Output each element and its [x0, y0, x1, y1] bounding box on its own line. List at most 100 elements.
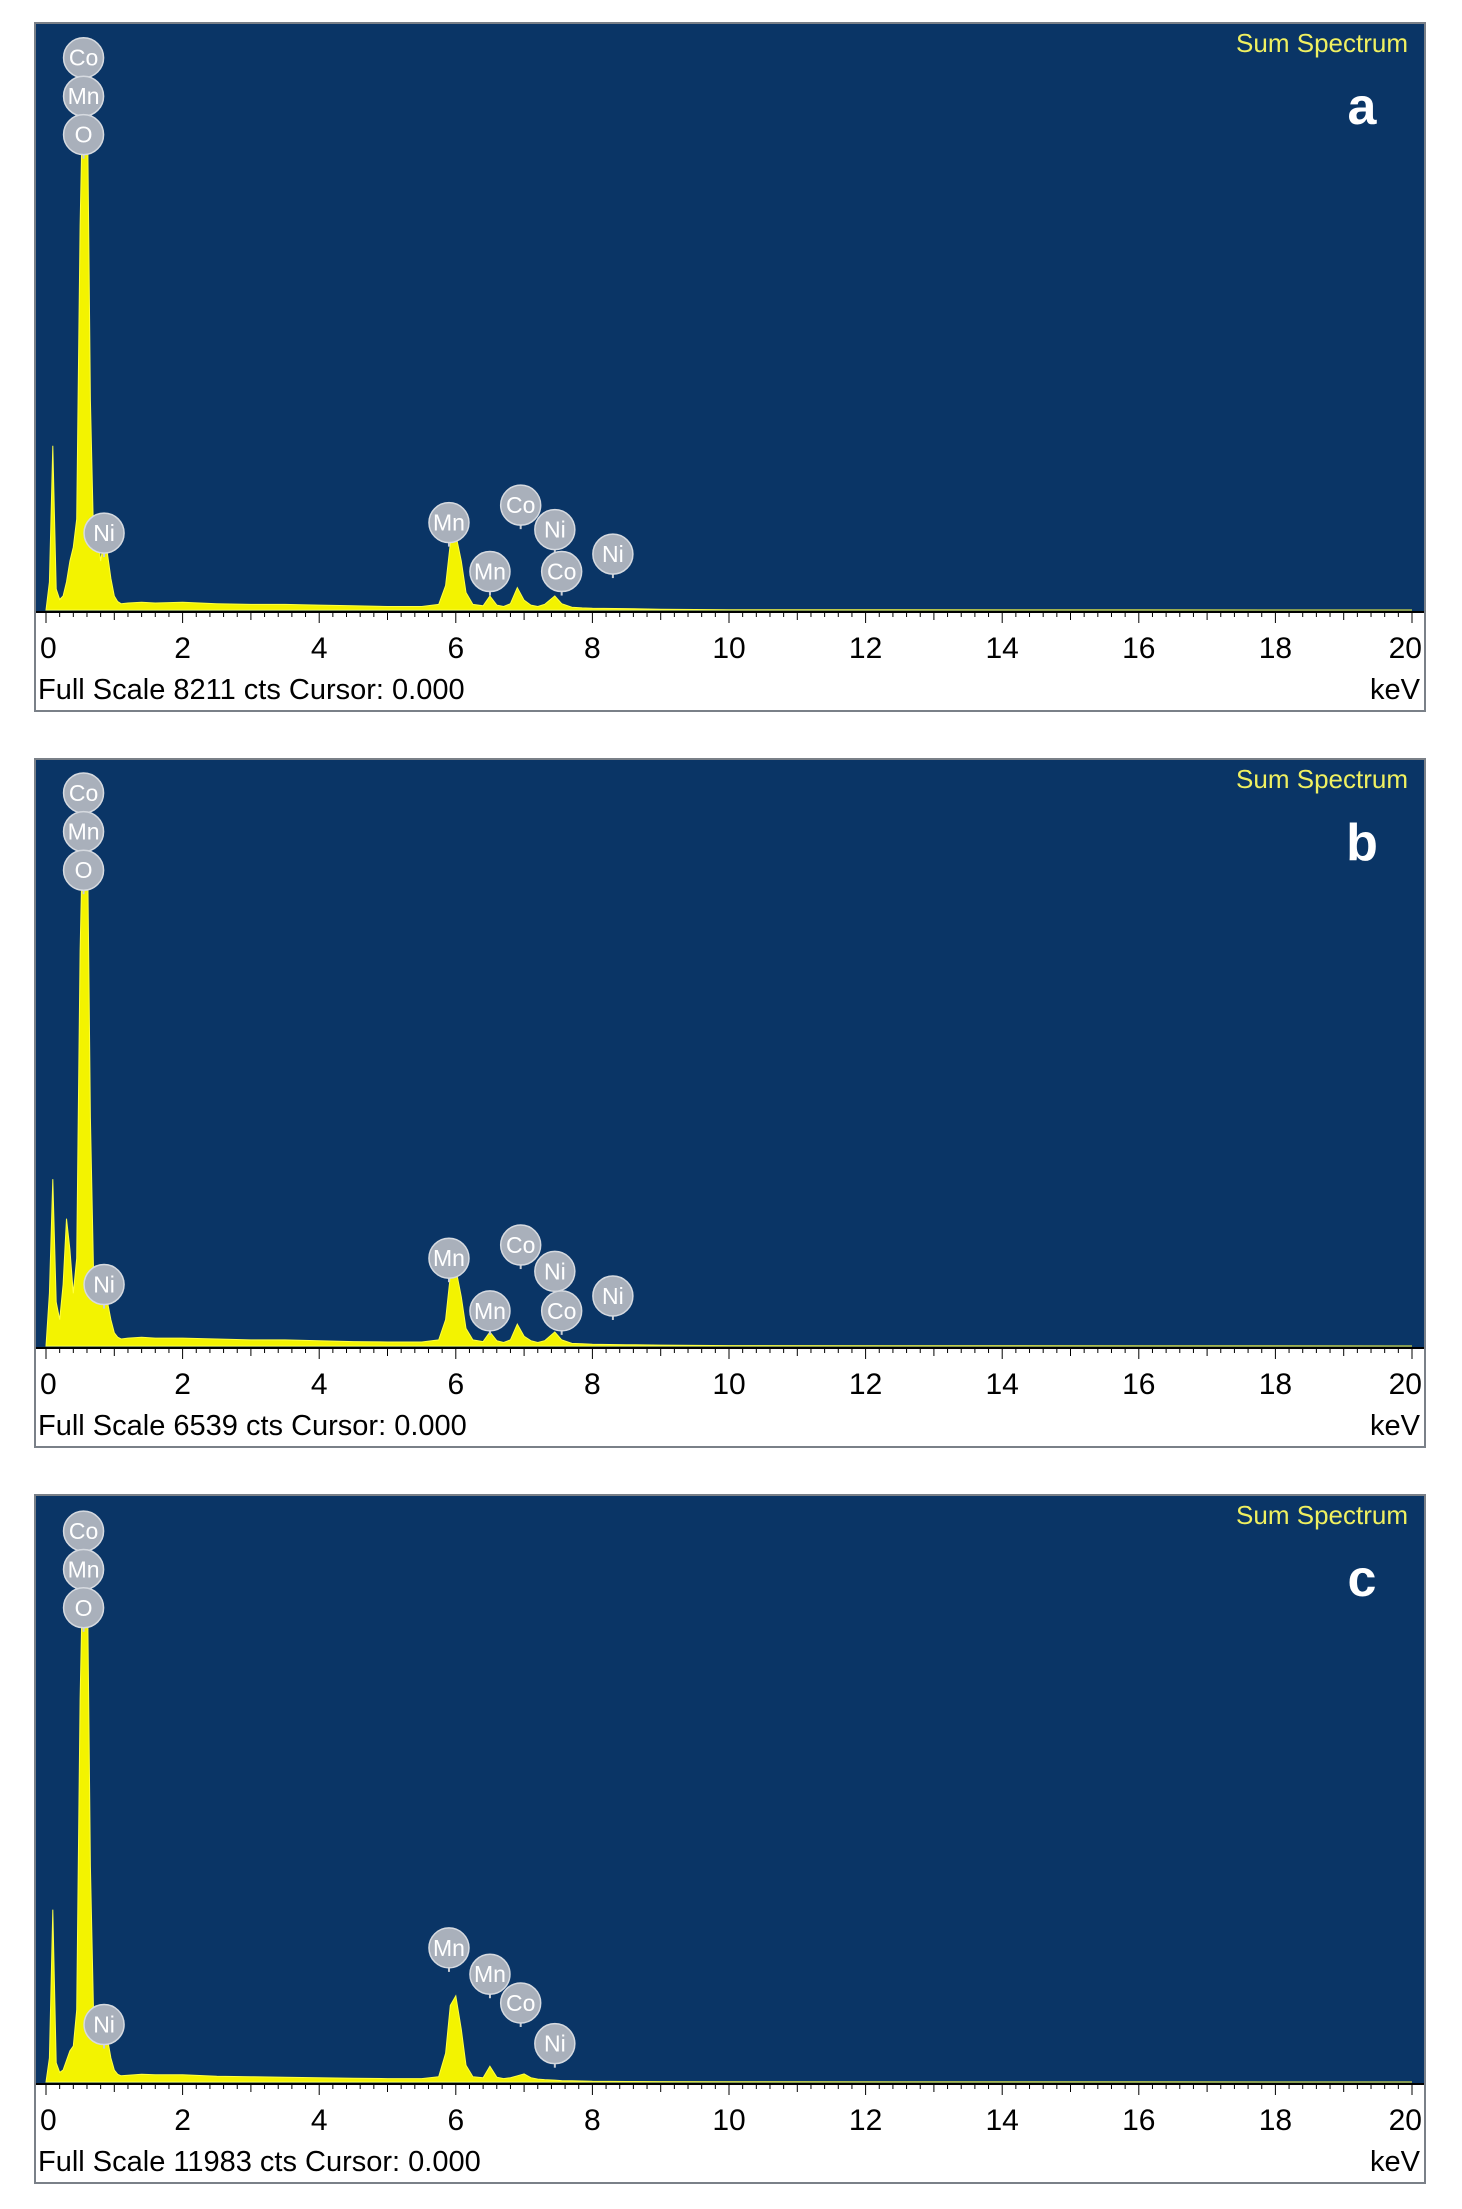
peak-label-co: Co	[62, 772, 105, 817]
peak-label-ni: Ni	[534, 1250, 576, 1296]
peak-label-mn: Mn	[428, 1237, 470, 1283]
x-tick-label: 14	[986, 632, 1019, 665]
footer-text: Full Scale 8211 cts Cursor: 0.000	[38, 674, 465, 706]
spectrum-series-0	[45, 788, 1413, 1347]
x-tick-label: 2	[174, 1368, 191, 1401]
panel-letter: a	[1348, 78, 1378, 136]
peak-label-bubble	[499, 1982, 542, 2024]
peak-label-text: O	[75, 857, 93, 883]
peak-label-ni: Ni	[592, 533, 634, 579]
peak-label-text: Mn	[433, 510, 465, 536]
x-tick-label: 20	[1389, 632, 1422, 665]
peak-label-text: Ni	[544, 2031, 566, 2057]
peak-label-bubble	[592, 1275, 634, 1317]
peak-label-text: Mn	[68, 83, 100, 109]
peak-label-co: Co	[499, 484, 542, 530]
peak-label-mn: Mn	[428, 501, 470, 547]
peak-label-text: Co	[69, 780, 98, 806]
peak-label-text: O	[75, 1595, 93, 1621]
peak-label-mn: Mn	[62, 75, 105, 121]
peak-label-o: O	[62, 1587, 105, 1632]
peak-label-text: Ni	[544, 517, 566, 543]
x-tick-label: 8	[584, 1368, 601, 1401]
x-tick-label: 0	[40, 632, 57, 665]
peak-label-mn: Mn	[469, 550, 511, 596]
x-tick-label: 8	[584, 632, 601, 665]
peak-label-co: Co	[62, 36, 105, 82]
peak-label-text: Co	[547, 1298, 576, 1324]
panel-letter: b	[1346, 814, 1378, 872]
peak-label-mn: Mn	[469, 1290, 511, 1335]
spectrum-series-0	[45, 1526, 1413, 2083]
footer-text: Full Scale 11983 cts Cursor: 0.000	[38, 2146, 481, 2178]
spectrum-title: Sum Spectrum	[1236, 764, 1408, 794]
x-tick-label: 2	[174, 2104, 191, 2137]
peak-label-text: Ni	[93, 520, 115, 546]
x-tick-label: 0	[40, 1368, 57, 1401]
x-tick-label: 14	[986, 1368, 1019, 1401]
peak-label-mn: Mn	[469, 1953, 511, 1999]
peak-label-text: Mn	[433, 1245, 465, 1271]
peak-label-co: Co	[62, 1510, 105, 1556]
peak-label-text: Ni	[93, 2012, 115, 2038]
peak-label-bubble	[540, 550, 583, 593]
x-unit-label: keV	[1370, 1410, 1421, 1442]
spectrum-series-0	[45, 50, 1413, 611]
x-unit-label: keV	[1370, 674, 1421, 706]
peak-label-text: Ni	[544, 1258, 566, 1284]
peak-label-bubble	[534, 2022, 576, 2065]
peak-label-bubble	[469, 1290, 511, 1332]
x-tick-label: 16	[1122, 2104, 1155, 2137]
x-tick-label: 8	[584, 2104, 601, 2137]
x-tick-label: 20	[1389, 2104, 1422, 2137]
peak-label-bubble	[428, 501, 470, 544]
x-tick-label: 18	[1259, 1368, 1292, 1401]
peak-label-text: Mn	[68, 1556, 100, 1582]
peak-label-bubble	[592, 533, 634, 575]
spectrum-title: Sum Spectrum	[1236, 1500, 1408, 1530]
peak-label-bubble	[428, 1237, 470, 1279]
spectrum-panel-b: Co Mn O Ni Mn Co Ni Mn Co Ni Sum Spectrum b 0 2 4 6 8 10 1…	[34, 758, 1426, 1448]
peak-label-ni: Ni	[534, 2022, 576, 2068]
x-tick-label: 4	[311, 632, 328, 665]
spectrum-panel-c: Co Mn O Ni Mn Mn Co Ni Sum Spectrum c 0 2 4 6 8 10 12 14 1…	[34, 1494, 1426, 2184]
peak-label-bubble	[499, 484, 542, 526]
peak-label-text: Mn	[474, 1298, 506, 1324]
peak-label-bubble	[62, 113, 105, 156]
x-unit-label: keV	[1370, 2146, 1421, 2178]
peak-label-mn: Mn	[428, 1927, 470, 1972]
x-tick-label: 2	[174, 632, 191, 665]
peak-label-text: Co	[506, 1232, 535, 1258]
peak-label-text: Ni	[93, 1272, 115, 1298]
peak-label-co: Co	[499, 1982, 542, 2027]
x-tick-label: 12	[849, 2104, 882, 2137]
peak-label-mn: Mn	[62, 810, 105, 856]
peak-label-bubble	[540, 1290, 583, 1332]
peak-label-text: Ni	[602, 541, 624, 567]
peak-label-bubble	[428, 1927, 470, 1969]
peak-label-ni: Ni	[592, 1275, 634, 1320]
x-tick-label: 10	[712, 2104, 745, 2137]
x-tick-label: 12	[849, 632, 882, 665]
x-tick-label: 20	[1389, 1368, 1422, 1401]
peak-label-bubble	[62, 849, 105, 891]
peak-label-text: Co	[506, 492, 535, 518]
peak-label-ni: Ni	[534, 508, 576, 554]
spectrum-title: Sum Spectrum	[1236, 28, 1408, 58]
x-tick-label: 4	[311, 2104, 328, 2137]
x-tick-label: 18	[1259, 632, 1292, 665]
peak-label-text: Mn	[474, 559, 506, 585]
plot-background	[36, 760, 1424, 1348]
peak-label-co: Co	[499, 1224, 542, 1270]
x-tick-label: 6	[447, 2104, 464, 2137]
peak-label-text: Co	[547, 559, 576, 585]
peak-label-bubble	[534, 508, 576, 551]
peak-label-text: Co	[506, 1990, 535, 2016]
x-tick-label: 16	[1122, 632, 1155, 665]
peak-label-text: O	[75, 122, 93, 148]
x-tick-label: 14	[986, 2104, 1019, 2137]
peak-label-o: O	[62, 113, 105, 159]
peak-label-text: Mn	[474, 1961, 506, 1987]
peak-label-text: Co	[69, 1518, 98, 1544]
